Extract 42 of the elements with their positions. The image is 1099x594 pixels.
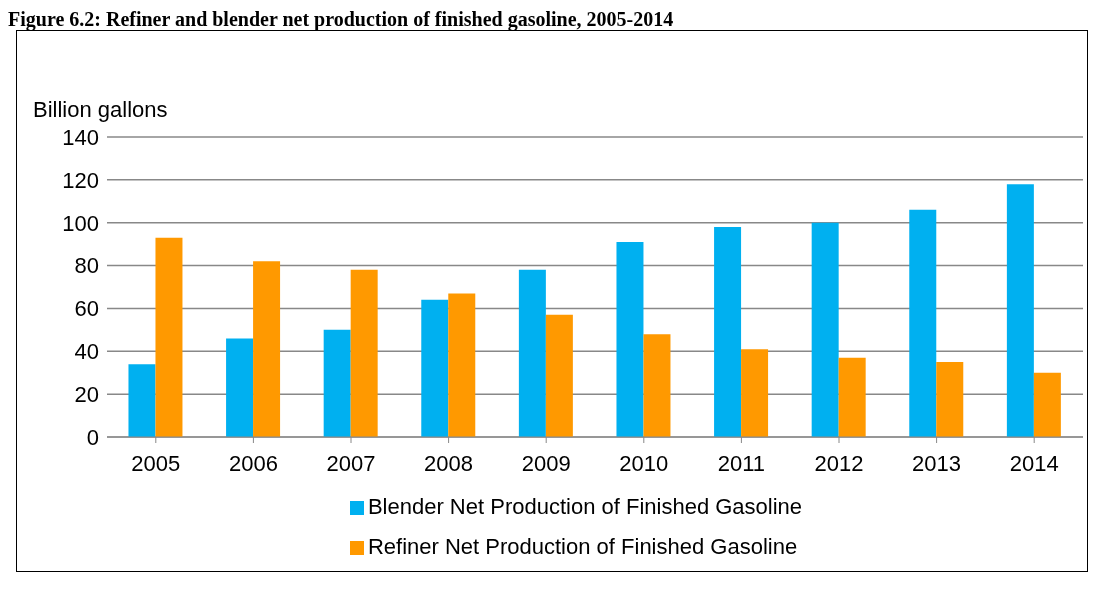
x-tick-label: 2012 — [814, 450, 864, 476]
y-tick-label: 80 — [74, 253, 99, 279]
bar — [936, 362, 964, 437]
bar — [448, 293, 476, 437]
bar — [741, 349, 769, 437]
y-tick-label: 60 — [74, 296, 99, 322]
y-axis-title: Billion gallons — [33, 97, 168, 123]
x-tick-label: 2005 — [131, 450, 181, 476]
x-tick-label: 2010 — [619, 450, 669, 476]
y-tick-label: 0 — [86, 424, 99, 450]
bar — [518, 269, 546, 437]
bar — [545, 314, 573, 437]
bar — [421, 299, 449, 437]
x-tick-label: 2014 — [1009, 450, 1059, 476]
bar — [838, 357, 866, 437]
bar — [1033, 372, 1061, 437]
y-tick-label: 20 — [74, 381, 99, 407]
bar — [253, 261, 281, 437]
y-tick-label: 120 — [62, 167, 99, 193]
y-tick-label: 100 — [62, 210, 99, 236]
x-tick-label: 2011 — [717, 450, 766, 476]
bar — [643, 334, 671, 437]
x-tick-label: 2006 — [228, 450, 278, 476]
x-tick-label: 2008 — [424, 450, 474, 476]
y-tick-label: 140 — [62, 124, 99, 150]
bar — [155, 237, 183, 437]
x-tick-label: 2013 — [912, 450, 962, 476]
y-tick-label: 40 — [74, 339, 99, 365]
bar — [226, 338, 254, 437]
legend-label: Refiner Net Production of Finished Gasoline — [367, 534, 798, 559]
x-tick-label: 2007 — [326, 450, 376, 476]
bar — [909, 209, 937, 437]
bar — [811, 222, 839, 437]
bar — [350, 269, 378, 437]
bar — [616, 242, 644, 437]
bar — [323, 329, 351, 437]
legend-label: Blender Net Production of Finished Gasoline — [367, 494, 803, 519]
bar — [714, 227, 742, 437]
chart-title: Figure 6.2: Refiner and blender net production of finished gasoline, 2005-2014 — [8, 8, 675, 30]
x-tick-label: 2009 — [521, 450, 571, 476]
bar — [128, 364, 156, 437]
bar — [1006, 184, 1034, 437]
